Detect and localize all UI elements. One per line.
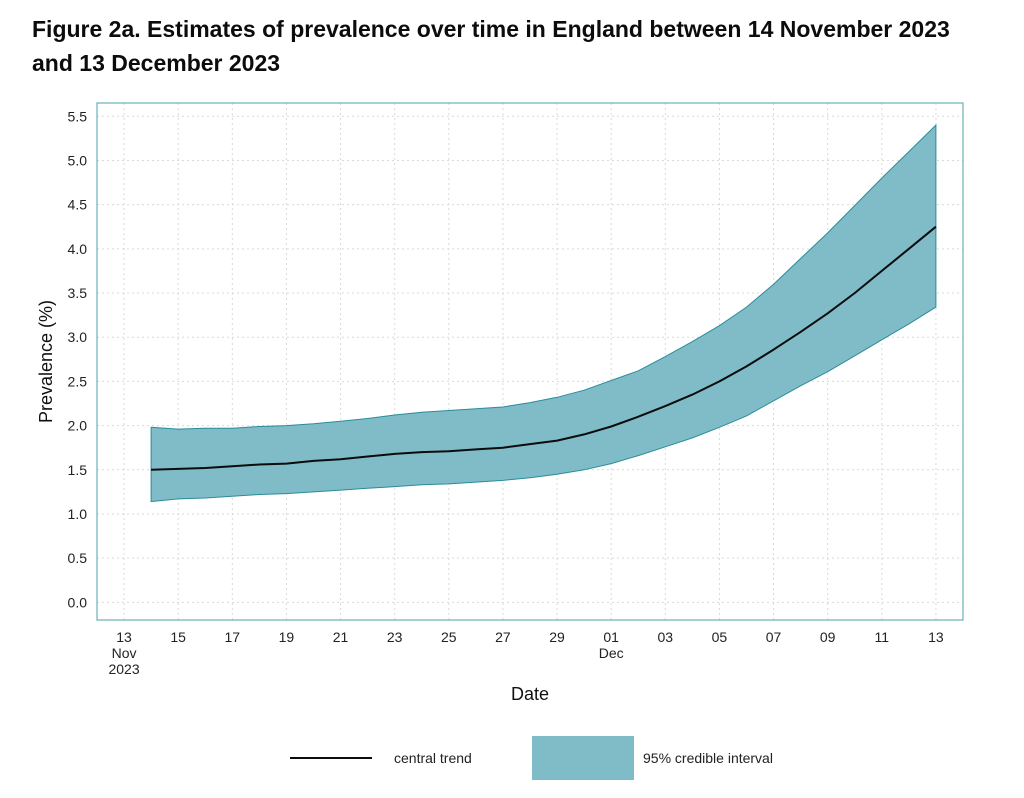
y-tick-label: 1.0 xyxy=(68,506,88,522)
y-tick-label: 2.5 xyxy=(68,373,88,389)
y-tick-label: 0.0 xyxy=(68,594,88,610)
chart-title: Figure 2a. Estimates of prevalence over … xyxy=(32,16,950,76)
y-tick-label: 4.5 xyxy=(68,197,88,213)
legend-central-trend-label: central trend xyxy=(394,750,472,766)
legend-credible-interval-swatch xyxy=(532,736,634,780)
y-tick-label: 4.0 xyxy=(68,241,88,257)
x-tick-label: 17 xyxy=(225,629,241,645)
credible-interval-layer xyxy=(150,123,937,503)
y-tick-labels: 0.0 0.5 1.0 1.5 2.0 2.5 3.0 3.5 4.0 4.5 5.0 5.5 xyxy=(68,108,88,610)
x-tick-labels: 13 Nov 2023 15 17 19 21 23 25 27 29 01 Dec 03 05 07 09 11… xyxy=(108,629,943,677)
x-tick-label: 07 xyxy=(766,629,782,645)
x-tick-label: 03 xyxy=(658,629,674,645)
legend: central trend 95% credible interval xyxy=(290,736,773,780)
central-trend-layer xyxy=(151,225,937,471)
x-tick-label: 05 xyxy=(712,629,728,645)
y-tick-label: 3.0 xyxy=(68,329,88,345)
plot-frame xyxy=(96,102,964,621)
legend-credible-interval-label: 95% credible interval xyxy=(643,750,773,766)
x-tick-label: 01 Dec xyxy=(599,629,624,661)
x-tick-label: 25 xyxy=(441,629,457,645)
y-tick-label: 5.0 xyxy=(68,152,88,168)
x-tick-label: 19 xyxy=(279,629,295,645)
x-tick-label: 11 xyxy=(875,629,890,645)
x-tick-label: 13 Nov 2023 xyxy=(108,629,139,677)
y-axis-label: Prevalence (%) xyxy=(36,300,56,423)
x-tick-label: 15 xyxy=(170,629,186,645)
central-trend-line xyxy=(151,225,937,471)
y-tick-label: 1.5 xyxy=(68,462,88,478)
credible-interval-band xyxy=(150,123,937,503)
x-tick-label: 21 xyxy=(333,629,349,645)
x-axis-label: Date xyxy=(511,684,549,704)
x-tick-label: 09 xyxy=(820,629,836,645)
y-tick-label: 5.5 xyxy=(68,108,88,124)
y-tick-label: 0.5 xyxy=(68,550,88,566)
y-tick-label: 3.5 xyxy=(68,285,88,301)
x-tick-label: 13 xyxy=(928,629,944,645)
x-tick-label: 27 xyxy=(495,629,511,645)
x-tick-label: 23 xyxy=(387,629,403,645)
x-tick-label: 29 xyxy=(549,629,565,645)
y-tick-label: 2.0 xyxy=(68,418,88,434)
